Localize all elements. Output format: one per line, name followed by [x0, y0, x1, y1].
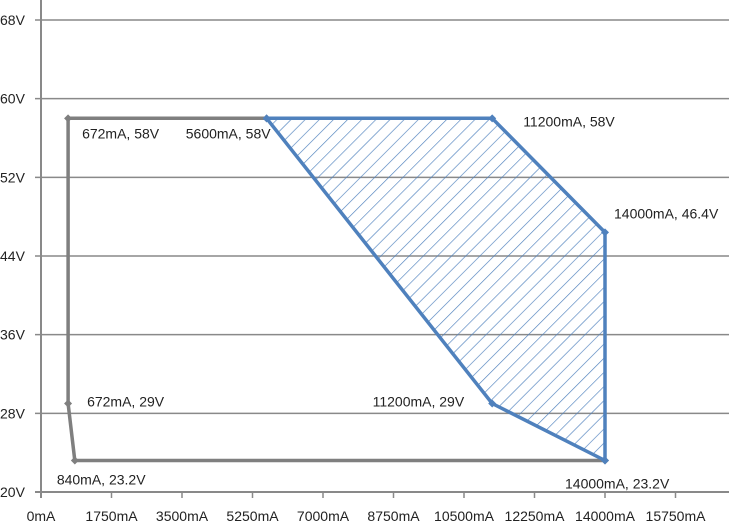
data-label: 11200mA, 29V — [373, 393, 465, 409]
x-tick-label: 1750mA — [85, 508, 138, 523]
data-point-marker — [601, 228, 609, 237]
y-tick-label: 20V — [0, 484, 26, 500]
y-tick-label: 36V — [0, 327, 26, 343]
hatched-region — [264, 116, 607, 463]
x-tick-label: 5250mA — [226, 508, 279, 523]
data-point-marker — [601, 456, 609, 465]
data-annotations: 672mA, 58V 5600mA, 58V 11200mA, 58V 14000mA… — [57, 113, 719, 491]
data-point-marker — [70, 456, 79, 465]
y-tick-label: 28V — [0, 405, 26, 421]
x-tick-label: 15750mA — [646, 508, 707, 523]
plot-series — [64, 114, 609, 465]
data-label: 5600mA, 58V — [186, 125, 271, 141]
data-point-marker — [64, 399, 73, 408]
x-tick-label: 14000mA — [575, 508, 636, 523]
y-tick-label: 68V — [0, 12, 26, 28]
x-tick-label: 3500mA — [156, 508, 209, 523]
y-axis-tick-labels: 20V 28V 36V 44V 52V 60V 68V — [0, 12, 26, 500]
data-point-marker — [64, 114, 73, 123]
y-tick-label: 60V — [0, 91, 26, 107]
axes — [35, 0, 729, 498]
x-tick-label: 12250mA — [505, 508, 566, 523]
data-point-marker — [488, 399, 497, 408]
data-label: 672mA, 29V — [87, 393, 165, 409]
y-tick-label: 52V — [0, 169, 26, 185]
data-label: 11200mA, 58V — [523, 113, 615, 129]
x-tick-label: 10500mA — [434, 508, 495, 523]
x-tick-label: 7000mA — [297, 508, 350, 523]
x-axis-tick-labels: 0mA 1750mA 3500mA 5250mA 7000mA 8750mA 10500mA… — [27, 508, 707, 523]
data-label: 672mA, 58V — [82, 125, 160, 141]
x-tick-label: 0mA — [27, 508, 56, 523]
data-label: 14000mA, 46.4V — [614, 205, 719, 221]
x-tick-label: 8750mA — [367, 508, 420, 523]
y-tick-label: 44V — [0, 248, 26, 264]
data-point-marker — [488, 114, 497, 123]
data-label: 14000mA, 23.2V — [565, 476, 670, 492]
data-label: 840mA, 23.2V — [57, 472, 146, 488]
data-point-marker — [262, 114, 271, 123]
